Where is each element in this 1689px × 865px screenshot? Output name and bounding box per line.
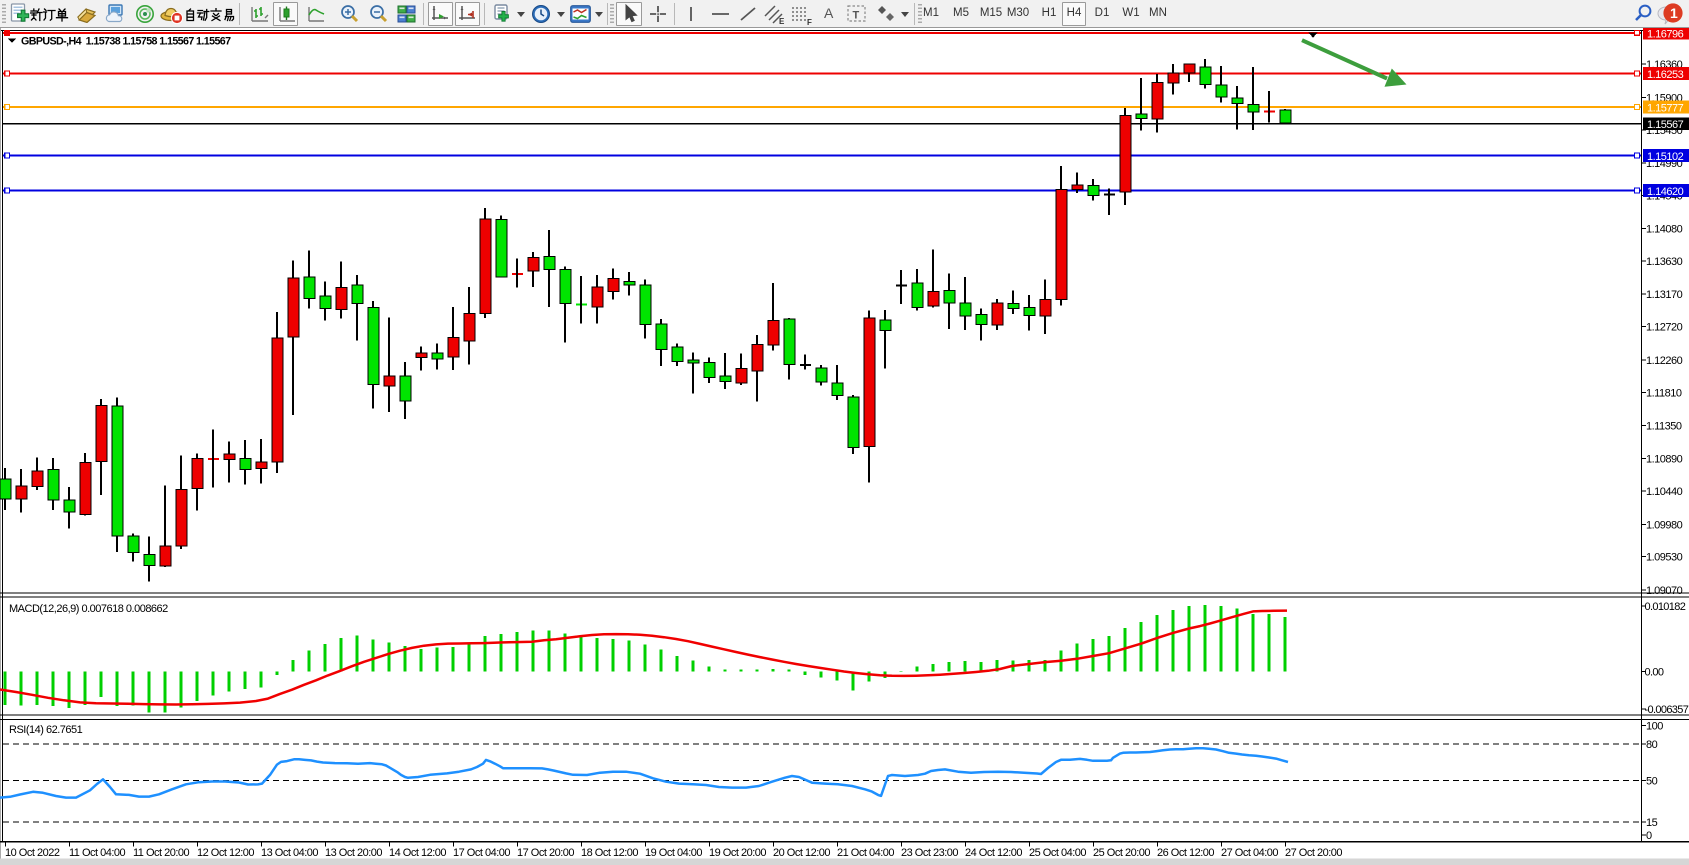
svg-text:11 Oct 20:00: 11 Oct 20:00 [133, 847, 190, 859]
svg-text:19 Oct 20:00: 19 Oct 20:00 [709, 847, 766, 859]
svg-text:20 Oct 12:00: 20 Oct 12:00 [773, 847, 830, 859]
svg-text:0: 0 [1646, 830, 1652, 842]
svg-text:25 Oct 04:00: 25 Oct 04:00 [1029, 847, 1086, 859]
svg-text:0.00: 0.00 [1645, 667, 1664, 679]
svg-text:15: 15 [1646, 817, 1658, 829]
svg-text:1.11350: 1.11350 [1646, 421, 1682, 433]
svg-text:1.12260: 1.12260 [1646, 355, 1683, 367]
svg-text:21 Oct 04:00: 21 Oct 04:00 [837, 847, 894, 859]
svg-text:25 Oct 20:00: 25 Oct 20:00 [1093, 847, 1150, 859]
svg-text:17 Oct 04:00: 17 Oct 04:00 [453, 847, 510, 859]
svg-text:1.15777: 1.15777 [1647, 102, 1684, 114]
svg-text:11 Oct 04:00: 11 Oct 04:00 [69, 847, 126, 859]
svg-text:-0.006357: -0.006357 [1645, 704, 1689, 716]
svg-text:1.09530: 1.09530 [1646, 552, 1683, 564]
svg-text:27 Oct 20:00: 27 Oct 20:00 [1285, 847, 1342, 859]
svg-text:1.15567: 1.15567 [1647, 119, 1684, 131]
svg-text:1: 1 [1670, 5, 1678, 21]
svg-text:1.16796: 1.16796 [1647, 29, 1684, 41]
svg-text:RSI(14) 62.7651: RSI(14) 62.7651 [9, 724, 83, 736]
svg-text:1.13170: 1.13170 [1646, 289, 1683, 301]
svg-text:10 Oct 2022: 10 Oct 2022 [5, 847, 60, 859]
svg-text:80: 80 [1646, 739, 1658, 751]
svg-text:1.09070: 1.09070 [1646, 585, 1683, 597]
svg-text:18 Oct 12:00: 18 Oct 12:00 [581, 847, 638, 859]
svg-text:0.010182: 0.010182 [1645, 601, 1686, 613]
svg-text:F: F [807, 18, 812, 26]
svg-text:GBPUSD-,H4 1.15738 1.15758 1.: GBPUSD-,H4 1.15738 1.15758 1.15567 1.155… [21, 36, 231, 48]
svg-text:23 Oct 23:00: 23 Oct 23:00 [901, 847, 958, 859]
svg-text:1.12720: 1.12720 [1646, 322, 1683, 334]
svg-text:19 Oct 04:00: 19 Oct 04:00 [645, 847, 702, 859]
svg-text:1.15102: 1.15102 [1647, 151, 1684, 163]
svg-text:1.11810: 1.11810 [1646, 387, 1682, 399]
svg-text:13 Oct 04:00: 13 Oct 04:00 [261, 847, 318, 859]
svg-text:1.10890: 1.10890 [1646, 454, 1683, 466]
svg-text:14 Oct 12:00: 14 Oct 12:00 [389, 847, 446, 859]
svg-text:100: 100 [1646, 721, 1663, 733]
svg-text:13 Oct 20:00: 13 Oct 20:00 [325, 847, 382, 859]
svg-text:1.14080: 1.14080 [1646, 224, 1683, 236]
svg-text:E: E [779, 17, 785, 26]
svg-text:50: 50 [1646, 776, 1658, 788]
svg-text:1.10440: 1.10440 [1646, 486, 1683, 498]
svg-text:1.13630: 1.13630 [1646, 256, 1683, 268]
svg-text:MACD(12,26,9) 0.007618 0.00866: MACD(12,26,9) 0.007618 0.008662 [9, 603, 168, 615]
svg-text:17 Oct 20:00: 17 Oct 20:00 [517, 847, 574, 859]
svg-text:1.09980: 1.09980 [1646, 519, 1683, 531]
svg-text:26 Oct 12:00: 26 Oct 12:00 [1157, 847, 1214, 859]
svg-text:1.16253: 1.16253 [1647, 69, 1684, 81]
svg-text:27 Oct 04:00: 27 Oct 04:00 [1221, 847, 1278, 859]
svg-text:T: T [853, 10, 860, 22]
svg-text:12 Oct 12:00: 12 Oct 12:00 [197, 847, 254, 859]
svg-text:24 Oct 12:00: 24 Oct 12:00 [965, 847, 1022, 859]
svg-text:1.14620: 1.14620 [1647, 186, 1684, 198]
